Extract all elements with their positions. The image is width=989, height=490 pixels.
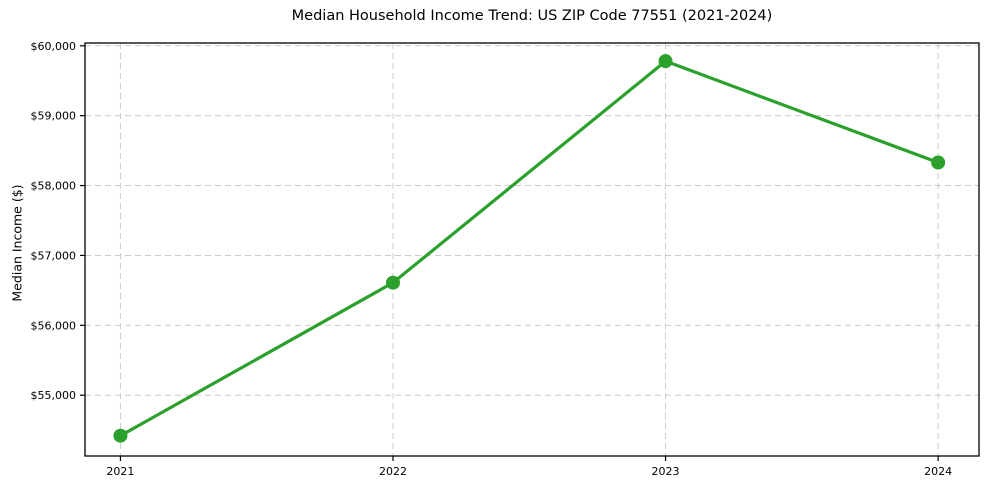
x-tick-label-2023: 2023 xyxy=(652,465,680,478)
income-trend-line xyxy=(118,59,940,438)
y-tick-label-58000: $58,000 xyxy=(31,180,77,193)
data-point-2024 xyxy=(931,155,946,170)
data-point-2022 xyxy=(385,275,400,290)
y-tick-label-55000: $55,000 xyxy=(31,389,77,402)
y-tick-label-59000: $59,000 xyxy=(31,110,77,123)
data-point-2021 xyxy=(113,428,128,443)
y-tick-label-60000: $60,000 xyxy=(31,40,77,53)
data-point-2023 xyxy=(658,54,673,69)
x-tick-label-2024: 2024 xyxy=(924,465,952,478)
y-tick-label-57000: $57,000 xyxy=(31,249,77,262)
x-tick-label-2021: 2021 xyxy=(106,465,134,478)
y-tick-label-56000: $56,000 xyxy=(31,319,77,332)
x-tick-label-2022: 2022 xyxy=(379,465,407,478)
chart-title: Median Household Income Trend: US ZIP Co… xyxy=(291,8,773,24)
plot-border xyxy=(84,42,980,457)
